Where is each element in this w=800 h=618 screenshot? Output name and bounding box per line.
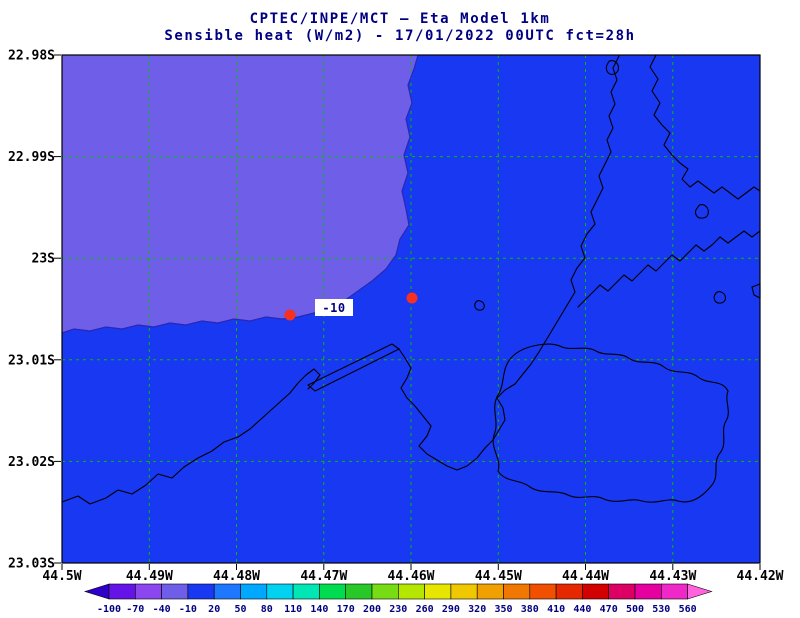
colorbar-label: 200 xyxy=(363,604,381,615)
colorbar-label: 80 xyxy=(261,604,273,615)
colorbar-segment xyxy=(292,583,320,600)
colorbar-segment xyxy=(608,583,636,600)
colorbar-segment xyxy=(134,583,162,600)
colorbar-label: -100 xyxy=(97,604,121,615)
x-axis-label: 44.44W xyxy=(562,569,609,584)
y-axis-label: 23.03S xyxy=(8,557,55,572)
colorbar-label: -70 xyxy=(126,604,144,615)
colorbar-segment xyxy=(529,583,557,600)
islet-2 xyxy=(694,204,709,219)
y-axis-label: 23.01S xyxy=(8,353,55,368)
colorbar-segment xyxy=(660,583,688,600)
negative-region-fill xyxy=(62,55,418,333)
colorbar-segment xyxy=(161,583,189,600)
colorbar-label: 110 xyxy=(284,604,302,615)
y-axis-label: 22.99S xyxy=(8,150,55,165)
colorbar-segment xyxy=(634,583,662,600)
x-axis-label: 44.5W xyxy=(42,569,81,584)
map-frame xyxy=(61,54,761,564)
x-axis-label: 44.46W xyxy=(388,569,435,584)
map-group: -10 xyxy=(61,54,761,564)
colorbar-segment xyxy=(503,583,531,600)
coastline-bay-east xyxy=(398,55,620,471)
colorbar-label: 470 xyxy=(600,604,618,615)
x-axis-label: 44.49W xyxy=(126,569,173,584)
colorbar-segment xyxy=(319,583,346,600)
colorbar-segment xyxy=(240,583,268,600)
islet-4 xyxy=(474,300,485,311)
coastline-northeast xyxy=(649,54,761,200)
y-axis-label: 23S xyxy=(32,252,56,267)
colorbar-label: 410 xyxy=(547,604,565,615)
colorbar-segment xyxy=(108,583,136,600)
grid-lines xyxy=(62,55,760,563)
colorbar: -100 -70 -40 -10 20 50 80 110 140 170 200 230 260 290… xyxy=(83,583,713,615)
colorbar-label: -10 xyxy=(179,604,197,615)
station-marker xyxy=(284,309,296,321)
colorbar-segment xyxy=(345,583,373,600)
colorbar-segment xyxy=(476,583,504,600)
colorbar-label: 500 xyxy=(626,604,644,615)
colorbar-arrow-left xyxy=(83,583,110,600)
coastline-west xyxy=(61,368,321,505)
island-south xyxy=(492,343,729,503)
islet-3 xyxy=(713,291,727,304)
x-axis-label: 44.48W xyxy=(213,569,260,584)
colorbar-label: 530 xyxy=(652,604,670,615)
colorbar-segment xyxy=(187,583,215,600)
colorbar-segment xyxy=(555,583,583,600)
colorbar-label: 50 xyxy=(234,604,246,615)
colorbar-segment xyxy=(450,583,478,600)
station-marker xyxy=(406,292,418,304)
contour-label-box xyxy=(315,299,353,316)
plot-title-line1: CPTEC/INPE/MCT — Eta Model 1km xyxy=(250,11,551,27)
colorbar-label: 20 xyxy=(208,604,220,615)
colorbar-segment xyxy=(582,583,609,600)
contour-label-text: -10 xyxy=(322,301,345,315)
coastlines xyxy=(61,54,761,505)
islet-1 xyxy=(605,60,620,75)
colorbar-label: 290 xyxy=(442,604,460,615)
x-axis-label: 44.47W xyxy=(300,569,347,584)
colorbar-label: 230 xyxy=(389,604,407,615)
colorbar-segment xyxy=(424,583,452,600)
colorbar-label: 260 xyxy=(416,604,434,615)
colorbar-segment xyxy=(266,583,294,600)
x-axis-labels: 44.5W 44.49W 44.48W 44.47W 44.46W 44.45W 44.44… xyxy=(42,569,783,584)
colorbar-label: 140 xyxy=(310,604,328,615)
colorbar-label: 170 xyxy=(337,604,355,615)
colorbar-label: 440 xyxy=(573,604,591,615)
colorbar-label: 350 xyxy=(494,604,512,615)
colorbar-arrow-right xyxy=(687,583,713,600)
y-axis-labels: 22.98S 22.99S 23S 23.01S 23.02S 23.03S xyxy=(8,49,55,572)
colorbar-segment xyxy=(371,583,399,600)
x-axis-label: 44.45W xyxy=(475,569,522,584)
colorbar-label: -40 xyxy=(153,604,171,615)
y-axis-label: 22.98S xyxy=(8,49,55,64)
colorbar-segment xyxy=(397,583,425,600)
x-axis-label: 44.42W xyxy=(737,569,784,584)
contour-label-group: -10 xyxy=(315,299,353,316)
x-axis-label: 44.43W xyxy=(649,569,696,584)
colorbar-label: 560 xyxy=(679,604,697,615)
colorbar-label: 320 xyxy=(468,604,486,615)
station-markers xyxy=(284,292,418,321)
colorbar-segment xyxy=(213,583,241,600)
axis-ticks xyxy=(54,54,761,570)
y-axis-label: 23.02S xyxy=(8,455,55,470)
plot-title-line2: Sensible heat (W/m2) - 17/01/2022 00UTC … xyxy=(164,28,635,44)
channel-coastline xyxy=(577,230,761,308)
colorbar-label: 380 xyxy=(521,604,539,615)
